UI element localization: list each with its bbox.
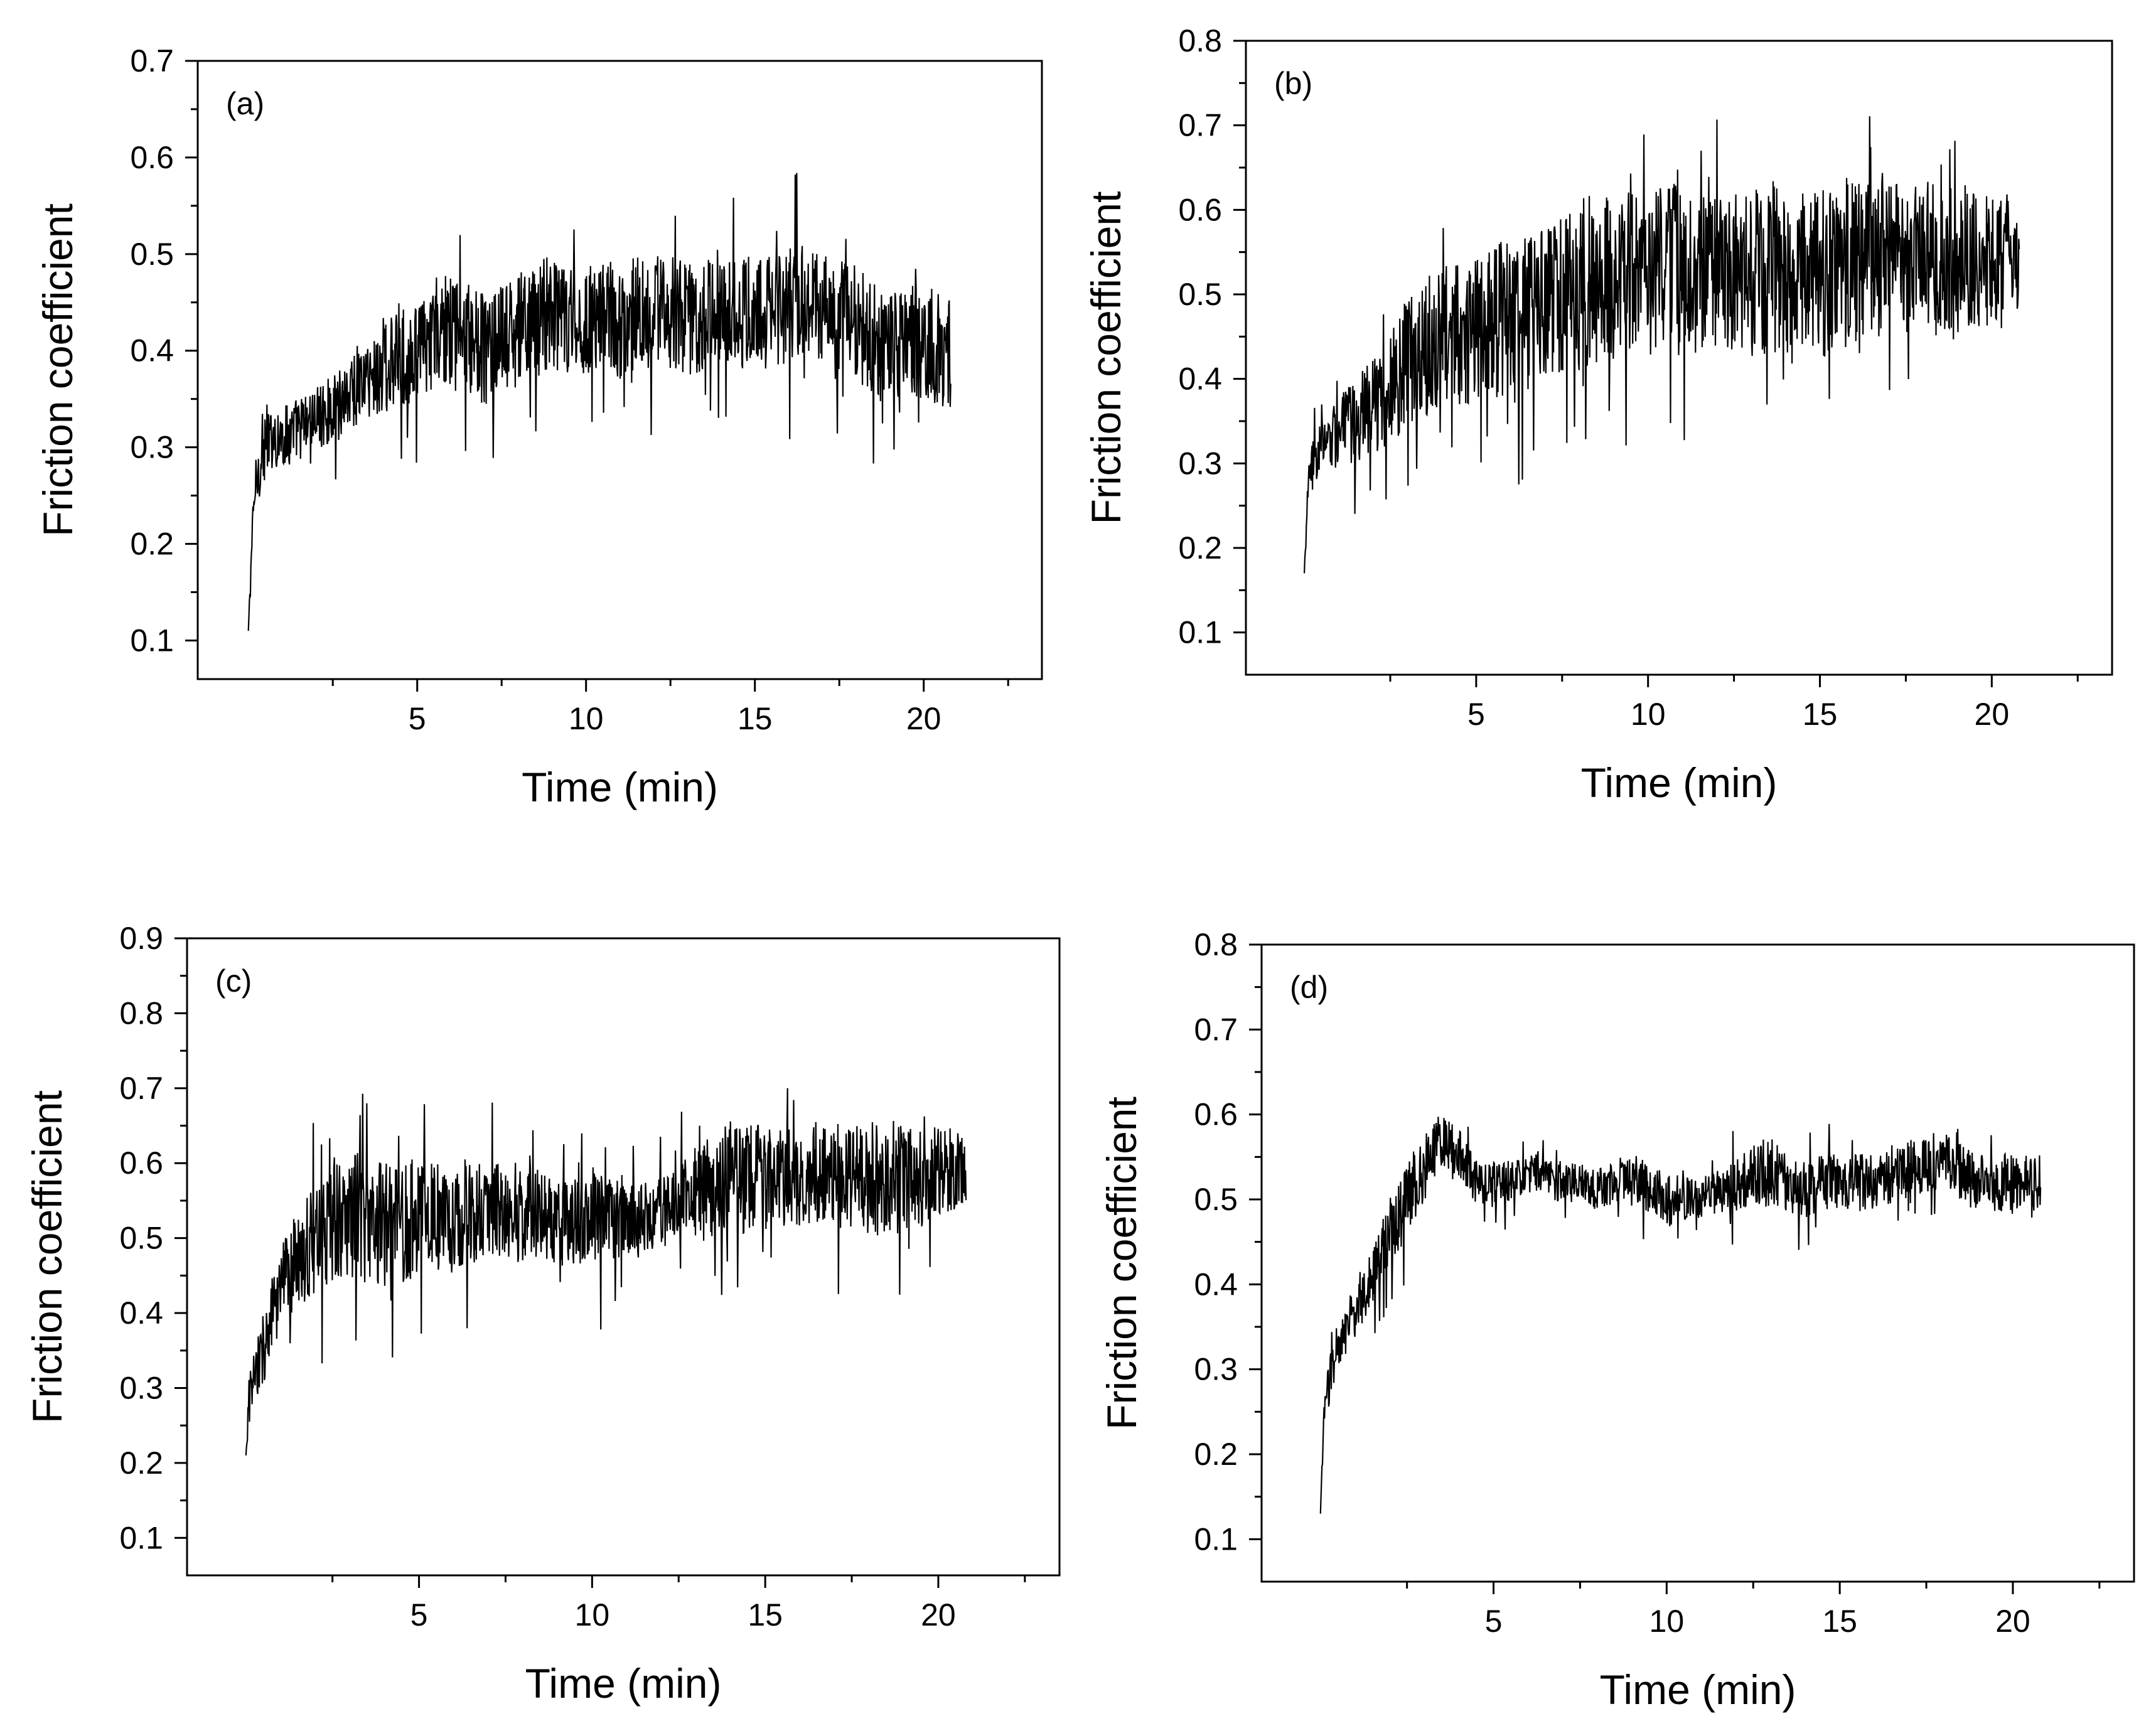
- y-tick-label-c: 0.9: [119, 921, 163, 956]
- y-tick-label-d: 0.5: [1194, 1182, 1238, 1217]
- x-axis-title-a: Time (min): [522, 764, 718, 810]
- y-tick-label-d: 0.4: [1194, 1267, 1238, 1302]
- y-axis-title-d: Friction coefficient: [1098, 1096, 1145, 1430]
- series-line-a: [247, 173, 952, 631]
- x-tick-label-b: 5: [1467, 697, 1485, 732]
- y-tick-label-c: 0.7: [119, 1071, 163, 1106]
- y-tick-label-a: 0.7: [130, 43, 174, 78]
- y-tick-label-c: 0.5: [119, 1221, 163, 1256]
- x-tick-label-a: 5: [409, 701, 426, 736]
- y-tick-label-c: 0.6: [119, 1145, 163, 1181]
- y-axis-title-b: Friction coefficient: [1083, 191, 1129, 525]
- y-tick-label-b: 0.3: [1178, 446, 1222, 481]
- y-tick-label-d: 0.8: [1194, 927, 1238, 962]
- y-tick-label-b: 0.5: [1178, 277, 1222, 312]
- x-axis-title-d: Time (min): [1600, 1666, 1796, 1713]
- x-tick-label-c: 10: [575, 1597, 610, 1632]
- x-tick-label-d: 5: [1485, 1604, 1503, 1639]
- x-tick-label-d: 15: [1822, 1604, 1857, 1639]
- chart-panel-d: 0.1 0.2 0.3 0.4 0.5 0.6 0.7 0.8 5 10 15 20 Time (min…: [1098, 927, 2135, 1713]
- y-tick-label-b: 0.8: [1178, 23, 1222, 58]
- y-tick-label-a: 0.2: [130, 527, 174, 562]
- x-tick-label-c: 5: [410, 1597, 428, 1632]
- x-tick-label-d: 10: [1649, 1604, 1685, 1639]
- y-tick-label-c: 0.1: [119, 1520, 163, 1555]
- panel-label-b: (b): [1274, 66, 1312, 101]
- y-tick-label-b: 0.1: [1178, 615, 1222, 650]
- y-tick-label-b: 0.7: [1178, 108, 1222, 143]
- panel-label-d: (d): [1290, 970, 1328, 1005]
- y-tick-label-a: 0.3: [130, 430, 174, 465]
- y-tick-label-a: 0.5: [130, 237, 174, 272]
- chart-panel-b: 0.1 0.2 0.3 0.4 0.5 0.6 0.7 0.8 5 10 15 20 Time (min…: [1083, 23, 2113, 806]
- x-axis-title-c: Time (min): [525, 1660, 722, 1707]
- x-tick-label-b: 20: [1975, 697, 2010, 732]
- x-tick-label-d: 20: [1995, 1604, 2030, 1639]
- x-axis-title-b: Time (min): [1581, 759, 1778, 806]
- x-tick-label-a: 15: [737, 701, 773, 736]
- y-tick-label-c: 0.4: [119, 1295, 163, 1331]
- x-tick-label-c: 20: [921, 1597, 956, 1632]
- y-tick-label-a: 0.4: [130, 333, 174, 368]
- y-tick-label-d: 0.2: [1194, 1437, 1238, 1472]
- y-tick-label-d: 0.7: [1194, 1012, 1238, 1047]
- series-line-b: [1304, 116, 2020, 574]
- plot-frame-c: [186, 937, 1061, 1577]
- series-line-d: [1319, 1117, 2042, 1514]
- y-tick-label-d: 0.6: [1194, 1097, 1238, 1132]
- y-tick-label-c: 0.8: [119, 995, 163, 1031]
- chart-panel-c: 0.1 0.2 0.3 0.4 0.5 0.6 0.7 0.8 0.9 5 10 15 20 Time (…: [24, 921, 1061, 1707]
- plot-frame-d: [1260, 943, 2135, 1583]
- y-tick-label-d: 0.3: [1194, 1352, 1238, 1387]
- y-tick-label-a: 0.1: [130, 623, 174, 658]
- y-tick-label-a: 0.6: [130, 140, 174, 175]
- panel-label-a: (a): [226, 86, 264, 121]
- y-tick-label-b: 0.6: [1178, 192, 1222, 227]
- x-tick-label-a: 20: [906, 701, 941, 736]
- chart-panel-a: 0.1 0.2 0.3 0.4 0.5 0.6 0.7 5 10 15 20 Time (min) Fr…: [35, 43, 1043, 810]
- y-tick-label-b: 0.2: [1178, 530, 1222, 566]
- x-tick-label-b: 15: [1803, 697, 1838, 732]
- plot-frame-b: [1245, 40, 2113, 676]
- panel-label-c: (c): [215, 963, 252, 999]
- y-tick-label-c: 0.3: [119, 1370, 163, 1405]
- x-tick-label-a: 10: [569, 701, 604, 736]
- y-axis-title-a: Friction coefficient: [35, 203, 81, 537]
- series-line-c: [245, 1088, 967, 1455]
- y-tick-label-b: 0.4: [1178, 362, 1222, 397]
- x-tick-label-b: 10: [1631, 697, 1666, 732]
- y-tick-label-c: 0.2: [119, 1445, 163, 1481]
- x-tick-label-c: 15: [748, 1597, 783, 1632]
- y-tick-label-d: 0.1: [1194, 1521, 1238, 1557]
- plot-frame-a: [196, 60, 1043, 680]
- y-axis-title-c: Friction coefficient: [24, 1090, 70, 1423]
